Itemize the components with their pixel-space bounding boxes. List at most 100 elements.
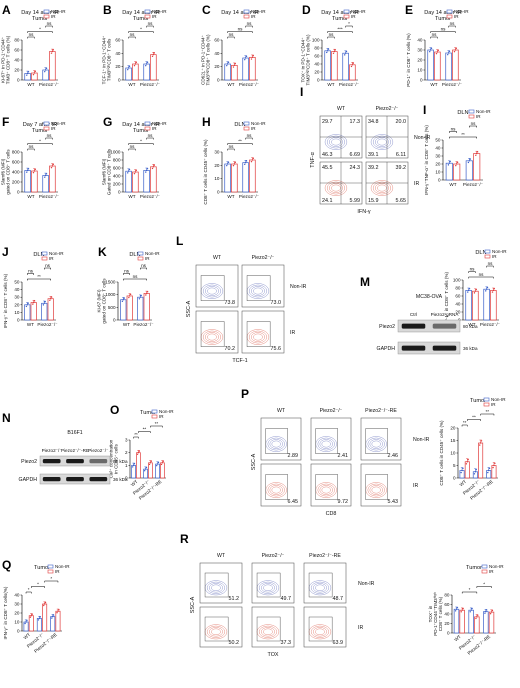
data-point — [45, 173, 48, 175]
data-point — [467, 458, 469, 461]
data-point — [33, 301, 35, 304]
y-tick-label: 30 — [214, 150, 220, 155]
chart-title: Day 14 after IR — [21, 10, 59, 16]
x-axis-label: TOX — [268, 652, 279, 658]
data-point — [245, 55, 248, 58]
density-contour — [321, 486, 331, 494]
data-point — [485, 610, 487, 613]
chart-title: Day 14 after IR — [122, 122, 160, 128]
data-point — [469, 611, 471, 613]
y-tick-label: 600 — [12, 160, 20, 165]
y-tick-label: 40 — [115, 51, 121, 56]
data-point — [33, 72, 36, 74]
y-tick-label: 40 — [214, 51, 220, 56]
gate — [256, 572, 281, 598]
panel-letter: J — [2, 245, 9, 259]
data-point — [145, 63, 148, 65]
data-point — [351, 64, 354, 66]
chart-title: Tumor — [34, 565, 50, 571]
y-axis-label: TIM3ʰⁱᵍʰCD8⁺ T cells (%) — [305, 34, 311, 85]
legend-label-ir: IR — [51, 126, 56, 131]
y-axis-label: IFN-γ⁺ in CD8⁺ T cells (%) — [3, 273, 8, 328]
gate — [265, 428, 288, 454]
chart-title: Tumor — [133, 128, 149, 134]
ir-bar — [31, 170, 38, 193]
density-contour — [269, 485, 283, 495]
x-tick-label: Piezo2⁻/⁻ — [133, 322, 154, 327]
quadrant-value: 5.65 — [396, 198, 407, 204]
data-point — [447, 52, 450, 54]
lane-label: Piezo2⁻/⁻ — [42, 448, 63, 453]
data-point — [37, 619, 40, 621]
y-tick-label: 80 — [314, 46, 320, 51]
gate — [308, 572, 333, 598]
y-tick-label: 20 — [14, 68, 20, 73]
significance-label: ** — [143, 427, 147, 432]
data-point — [155, 464, 158, 467]
legend-swatch-ir — [484, 254, 491, 259]
legend-label-nonir: Non-IR — [145, 251, 160, 256]
data-point — [45, 67, 48, 70]
legend-swatch-ir — [144, 126, 151, 131]
x-tick-label: Piezo2⁻/⁻ — [442, 82, 463, 87]
significance-label: ** — [37, 274, 41, 279]
density-contour — [250, 286, 265, 296]
legend-label-nonir: Non-IR — [152, 121, 167, 126]
data-point — [470, 609, 472, 611]
blot-band — [432, 345, 457, 351]
lane-label: Piezo2⁻/⁻ — [88, 448, 109, 453]
y-tick-label: 3 — [125, 438, 128, 443]
density-contour — [377, 138, 387, 146]
panel-letter: N — [2, 411, 11, 425]
data-point — [133, 64, 136, 67]
y-tick-label: 1500 — [105, 280, 116, 285]
nonir-bar — [143, 63, 150, 81]
blot-strip — [397, 319, 461, 333]
data-point — [460, 471, 462, 474]
y-axis-label: gated on CD8⁺ T cells — [102, 278, 107, 324]
data-point — [51, 617, 53, 619]
panel-letter: G — [103, 115, 112, 129]
ir-bar — [126, 295, 133, 321]
y-tick-label: 40 — [417, 38, 423, 43]
blot-band — [66, 459, 84, 464]
data-point — [138, 450, 141, 452]
significance-label: ns — [451, 127, 457, 132]
data-point — [487, 471, 489, 474]
y-tick-label: 20 — [14, 302, 20, 307]
chart-title: Tumor — [466, 565, 482, 571]
density-contour — [204, 332, 219, 342]
significance-bracket — [44, 267, 51, 270]
density-contour — [324, 134, 348, 150]
data-point — [350, 65, 353, 68]
data-point — [227, 61, 230, 64]
significance-label: ns — [432, 32, 438, 37]
x-tick-label: WT — [453, 634, 462, 643]
row-label: IR — [290, 330, 295, 336]
data-point — [461, 609, 463, 611]
data-point — [133, 463, 136, 465]
density-contour — [202, 284, 222, 298]
band-size: 36 kDa — [463, 346, 478, 351]
y-tick-label: 0 — [118, 190, 121, 195]
column-header: WT — [213, 255, 222, 261]
panel-letter: H — [202, 115, 211, 129]
legend-swatch-ir — [343, 14, 350, 19]
data-point — [43, 603, 46, 605]
data-point — [44, 69, 47, 71]
significance-bracket — [227, 143, 253, 145]
x-tick-label: WT — [449, 182, 456, 187]
data-point — [468, 160, 470, 162]
y-tick-label: 50 — [14, 280, 20, 285]
significance-bracket — [45, 137, 53, 140]
y-axis-label: SSC-A — [251, 453, 257, 470]
data-point — [454, 610, 457, 612]
data-point — [51, 50, 54, 53]
quadrant-value: 39.2 — [396, 165, 407, 171]
significance-bracket — [345, 25, 353, 28]
y-tick-label: 15 — [450, 438, 456, 443]
legend-label-nonir: Non-IR — [159, 409, 174, 414]
ir-bar — [453, 163, 461, 181]
data-point — [486, 609, 488, 611]
